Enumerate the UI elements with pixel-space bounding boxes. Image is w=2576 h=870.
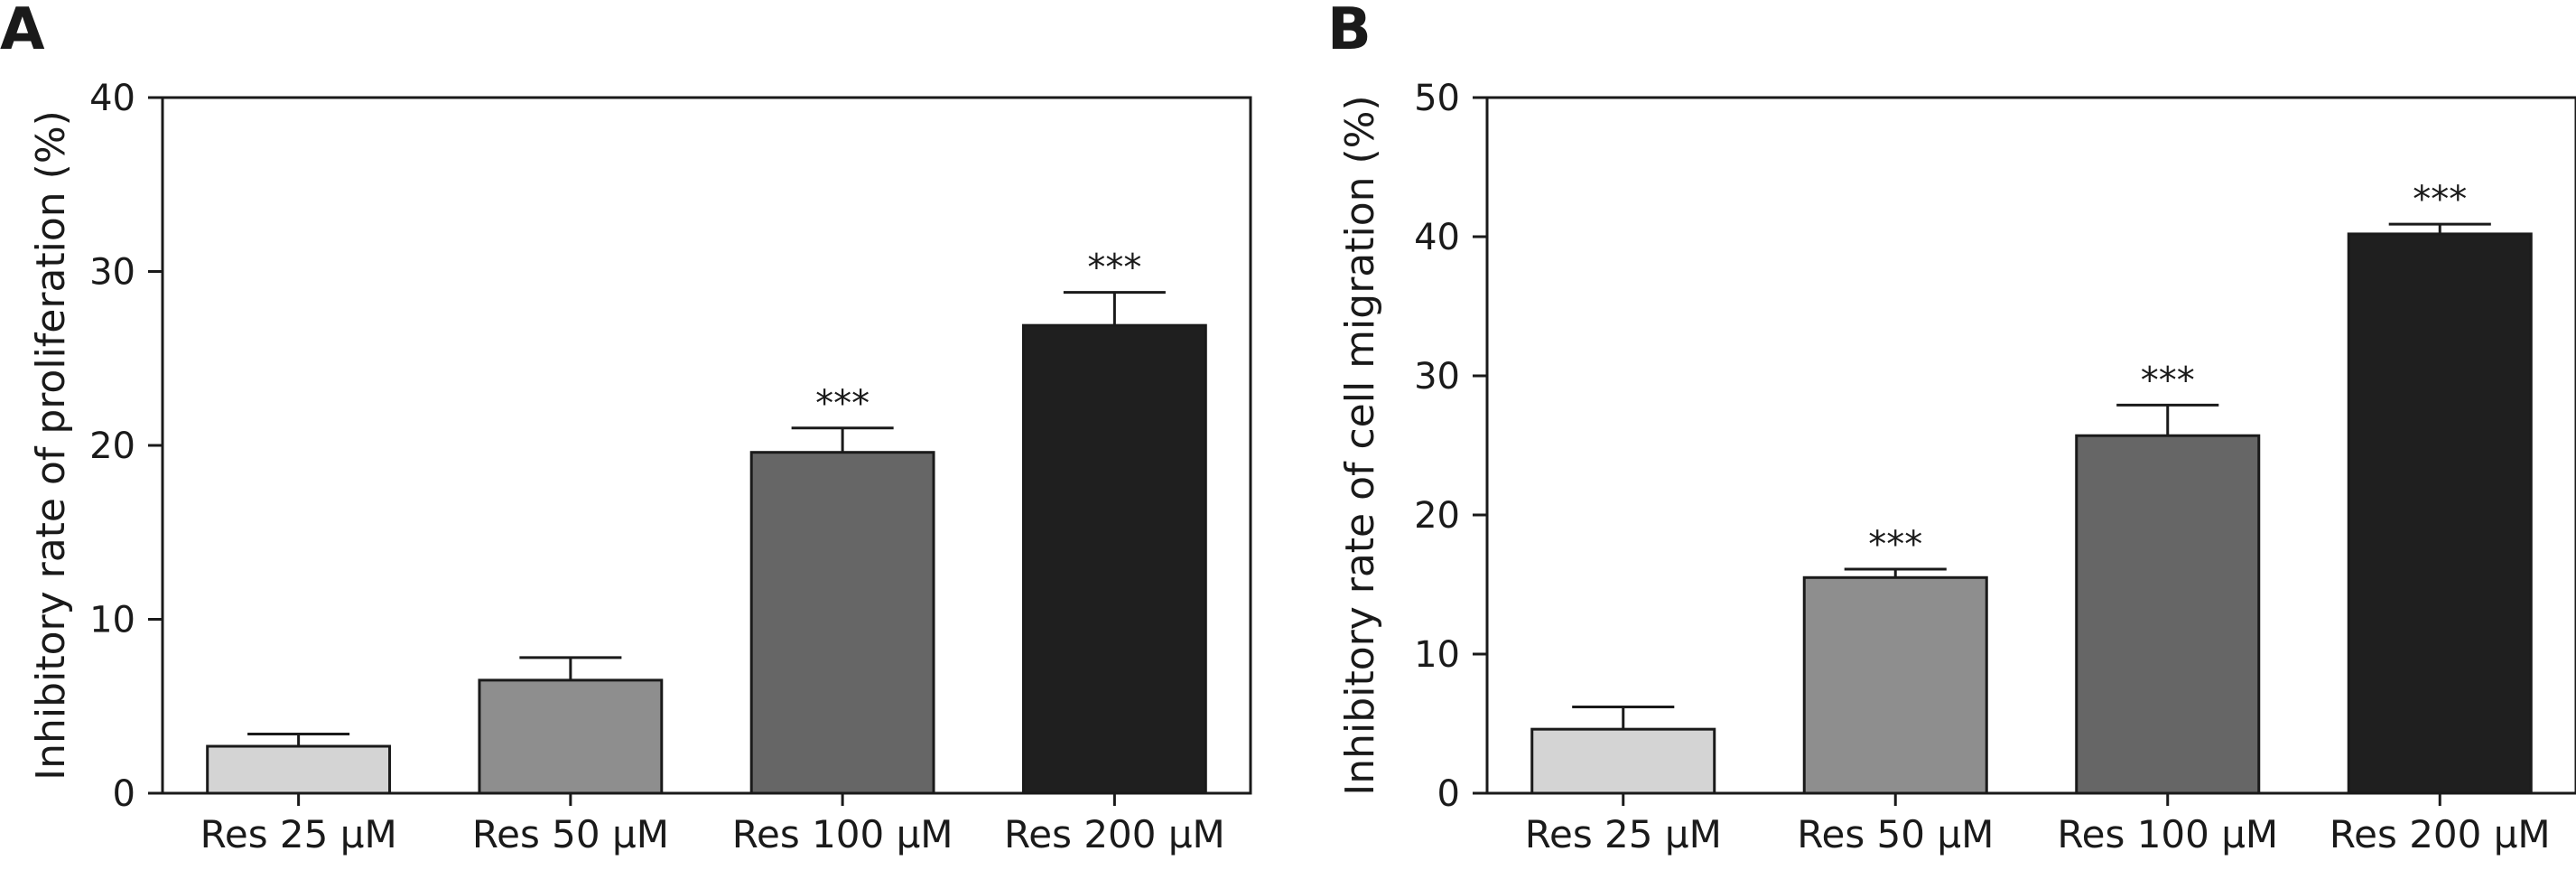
bar <box>478 678 664 795</box>
y-tick-label: 10 <box>1414 634 1460 676</box>
y-tick-label: 30 <box>1414 356 1460 398</box>
bar <box>1530 727 1716 795</box>
y-tick-label: 30 <box>89 252 135 294</box>
bar <box>749 451 935 795</box>
y-axis-title: Inhibitory rate of cell migration (%) <box>1337 95 1383 795</box>
x-tick-label: Res 200 μM <box>1004 812 1225 856</box>
bar <box>2347 232 2533 795</box>
chart-panel-b: B 0 10 20 30 40 50 Inhibitory rate of cell migr… <box>1327 0 2576 856</box>
x-tick-label: Res 25 μM <box>200 812 397 856</box>
y-axis-title: Inhibitory rate of proliferation (%) <box>28 110 74 781</box>
significance-label: *** <box>2141 360 2195 401</box>
panel-letter: A <box>0 0 45 63</box>
significance-label: *** <box>2413 179 2467 220</box>
x-tick-label: Res 50 μM <box>472 812 669 856</box>
x-tick-label: Res 100 μM <box>2057 812 2278 856</box>
y-tick-label: 50 <box>1414 78 1460 119</box>
plot-frame <box>1485 96 2576 795</box>
x-tick-label: Res 50 μM <box>1797 812 1994 856</box>
bar <box>2075 434 2261 795</box>
y-tick-label: 20 <box>89 426 135 467</box>
bar <box>1802 575 1988 795</box>
x-tick-label: Res 200 μM <box>2330 812 2551 856</box>
significance-label: *** <box>1087 248 1141 289</box>
y-tick-label: 0 <box>1437 773 1460 815</box>
y-tick-label: 40 <box>1414 217 1460 258</box>
bar <box>206 744 392 795</box>
panel-letter: B <box>1327 0 1372 63</box>
bar <box>1021 323 1207 795</box>
x-tick-label: Res 25 μM <box>1525 812 1722 856</box>
y-tick-label: 0 <box>113 773 135 815</box>
x-tick-label: Res 100 μM <box>732 812 953 856</box>
chart-panel-a: A 0 10 20 30 40 Inhibitory rate of proliferati… <box>0 0 1252 856</box>
significance-label: *** <box>1868 524 1922 566</box>
y-tick-label: 10 <box>89 600 135 641</box>
significance-label: *** <box>815 383 870 425</box>
y-tick-label: 40 <box>89 78 135 119</box>
y-tick-label: 20 <box>1414 495 1460 537</box>
